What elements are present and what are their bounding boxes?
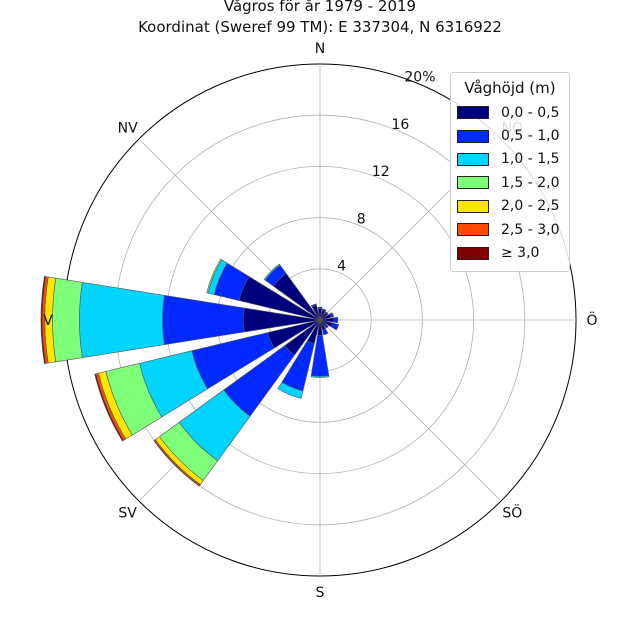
legend-label: 2,0 - 2,5 — [501, 198, 560, 215]
wedge-V-1,5 - 2,0 — [52, 277, 83, 363]
wedge-Ö-0,5 - 1,0 — [333, 316, 339, 324]
wedge-SSV-1,0 - 1,5 — [277, 381, 304, 399]
legend-item: ≥ 3,0 — [451, 241, 569, 264]
direction-label-N: N — [315, 41, 325, 57]
legend-label: 0,5 - 1,0 — [501, 128, 560, 145]
wedge-ÖSÖ-0,5 - 1,0 — [330, 322, 340, 331]
legend-item: 2,5 - 3,0 — [451, 218, 569, 241]
wedge-N-0,5 - 1,0 — [317, 306, 323, 309]
legend-title: Våghöjd (m) — [464, 79, 556, 97]
radial-tick-label: 12 — [372, 164, 390, 180]
wedge-SV-≥ 3,0 — [153, 439, 201, 487]
direction-label-V: V — [43, 313, 53, 329]
legend-swatch — [457, 152, 489, 166]
legend-swatch — [457, 106, 489, 120]
legend-item: 2,0 - 2,5 — [451, 195, 569, 218]
legend: Våghöjd (m) 0,0 - 0,5 0,5 - 1,0 1,0 - 1,5 1… — [450, 72, 570, 272]
wedge-SSÖ-0,5 - 1,0 — [322, 328, 329, 336]
legend-swatch — [457, 223, 489, 237]
chart-title: Vågros för år 1979 - 2019 — [223, 0, 417, 15]
wedge-V-≥ 3,0 — [40, 276, 47, 364]
legend-swatch — [457, 129, 489, 143]
direction-label-SÖ: SÖ — [502, 503, 522, 521]
legend-item: 0,5 - 1,0 — [451, 124, 569, 147]
wedge-NV-1,0 - 1,5 — [263, 263, 281, 281]
legend-label: 0,0 - 0,5 — [501, 104, 560, 121]
legend-label: 1,5 - 2,0 — [501, 174, 560, 191]
wedge-VNV-1,5 - 2,0 — [206, 258, 223, 294]
radial-tick-label: 4 — [337, 259, 346, 275]
legend-swatch — [457, 176, 489, 190]
wedge-ÖNÖ-0,5 - 1,0 — [329, 312, 335, 318]
legend-swatch — [457, 246, 489, 260]
grid-spoke — [319, 319, 502, 502]
direction-label-SV: SV — [118, 505, 137, 521]
legend-swatch — [457, 199, 489, 213]
wedge-NÖ-0,5 - 1,0 — [324, 311, 329, 316]
legend-label: 1,0 - 1,5 — [501, 151, 560, 168]
legend-label: ≥ 3,0 — [501, 245, 540, 262]
direction-label-Ö: Ö — [586, 311, 597, 329]
wedge-V-0,5 - 1,0 — [162, 295, 245, 345]
chart-subtitle: Koordinat (Sweref 99 TM): E 337304, N 63… — [138, 18, 502, 36]
wedge-S-1,0 - 1,5 — [310, 375, 330, 378]
wedge-NNÖ-0,5 - 1,0 — [322, 308, 327, 312]
direction-label-NV: NV — [118, 121, 138, 137]
legend-item: 1,5 - 2,0 — [451, 171, 569, 194]
radial-tick-label: 16 — [391, 117, 409, 133]
legend-label: 2,5 - 3,0 — [501, 221, 560, 238]
radial-tick-label: 20% — [404, 69, 435, 85]
wedge-VSV-≥ 3,0 — [94, 373, 124, 442]
wedge-NNV-0,5 - 1,0 — [310, 303, 317, 308]
radial-tick-label: 8 — [357, 211, 366, 227]
direction-label-S: S — [316, 585, 325, 601]
wedge-V-1,0 - 1,5 — [79, 282, 165, 358]
legend-item: 1,0 - 1,5 — [451, 148, 569, 171]
legend-item: 0,0 - 0,5 — [451, 101, 569, 124]
wedge-SÖ-0,5 - 1,0 — [324, 324, 329, 329]
